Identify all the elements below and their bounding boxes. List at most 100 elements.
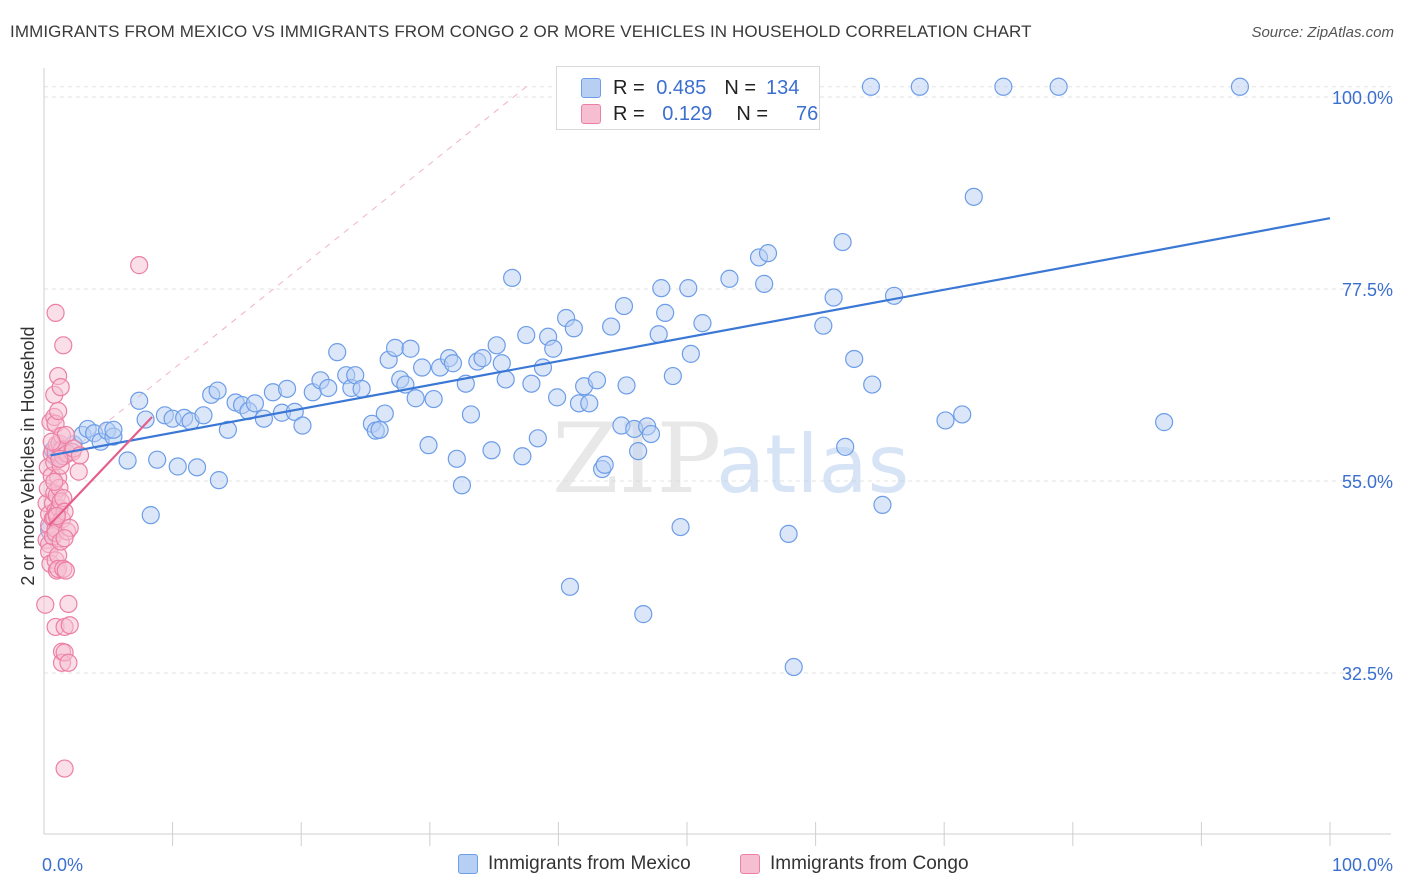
mexico-point: [208, 381, 227, 400]
mexico-point: [548, 388, 567, 407]
mexico-point: [319, 378, 338, 398]
congo-point: [45, 472, 64, 491]
mexico-point: [629, 442, 648, 461]
mexico-point: [482, 441, 501, 460]
correlation-legend: R = 0.485 N = 134 R = 0.129 N = 76: [556, 66, 820, 130]
mexico-point: [385, 338, 405, 357]
mexico-point: [141, 506, 160, 525]
y-tick-label: 100.0%: [1332, 88, 1393, 108]
mexico-point: [758, 244, 778, 263]
legend-swatch-mexico: [581, 78, 601, 98]
mexico-point: [461, 405, 481, 424]
trend-lines: [48, 217, 1331, 527]
mexico-point: [587, 371, 607, 390]
mexico-point: [104, 420, 123, 439]
mexico-point: [720, 269, 739, 288]
mexico-point: [656, 303, 675, 322]
mexico-point: [564, 319, 583, 338]
mexico-point: [473, 349, 492, 368]
mexico-point: [681, 344, 700, 363]
x-tick-label-min: 0.0%: [42, 855, 83, 875]
legend-n-value-congo: 76: [796, 102, 819, 125]
mexico-point: [845, 349, 864, 369]
bottom-legend-label-congo: Immigrants from Congo: [770, 853, 969, 874]
congo-point: [59, 594, 78, 613]
mexico-point: [560, 577, 580, 596]
congo-point: [60, 616, 79, 635]
mexico-point: [779, 524, 798, 544]
mexico-point: [884, 286, 904, 305]
mexico-point: [994, 77, 1013, 96]
grid-lines: [44, 86, 1391, 674]
mexico-point: [352, 379, 371, 398]
mexico-point: [443, 354, 463, 373]
mexico-point: [168, 457, 187, 476]
mexico-point: [130, 391, 149, 410]
y-tick-label: 32.5%: [1342, 664, 1393, 684]
mexico-point: [522, 374, 541, 393]
bottom-legend-congo: Immigrants from Congo: [740, 852, 969, 876]
chart-title: IMMIGRANTS FROM MEXICO VS IMMIGRANTS FRO…: [10, 22, 1032, 41]
mexico-point: [492, 354, 511, 373]
y-tick-label: 55.0%: [1342, 472, 1393, 492]
x-ticks: [172, 822, 1331, 846]
legend-r-value-congo: 0.129: [662, 102, 713, 125]
mexico-point: [833, 232, 852, 252]
mexico-point: [663, 366, 682, 386]
mexico-point: [209, 471, 228, 490]
congo-point: [130, 256, 149, 275]
mexico-point: [218, 420, 237, 439]
bottom-legend-label-mexico: Immigrants from Mexico: [488, 853, 691, 874]
congo-point: [51, 378, 70, 397]
mexico-point: [814, 316, 833, 335]
bottom-legend-swatch-congo: [740, 854, 760, 874]
mexico-point: [401, 339, 420, 358]
mexico-point: [1230, 77, 1250, 96]
x-tick-label-max: 100.0%: [1332, 855, 1393, 875]
legend-n-label: N =: [724, 76, 756, 99]
mexico-point: [487, 336, 506, 355]
legend-n-label: N =: [736, 102, 768, 125]
mexico-point: [328, 343, 347, 362]
mexico-point: [652, 279, 671, 298]
mexico-point: [452, 476, 472, 495]
legend-r-label: R =: [613, 76, 645, 99]
mexico-point: [873, 495, 892, 514]
congo-point: [42, 432, 61, 451]
watermark-atlas: atlas: [716, 418, 909, 511]
mexico-point: [836, 437, 855, 456]
mexico-point: [293, 416, 312, 435]
mexico-point: [641, 424, 661, 444]
legend-r-label: R =: [613, 102, 645, 125]
legend-row-mexico: R = 0.485 N = 134: [581, 75, 799, 101]
mexico-point: [245, 394, 265, 413]
mexico-point: [496, 370, 515, 389]
source-label: Source: ZipAtlas.com: [1251, 24, 1394, 41]
congo-point: [46, 303, 65, 322]
congo-point: [49, 401, 68, 421]
legend-r-value-mexico: 0.485: [656, 76, 707, 99]
y-axis-title: 2 or more Vehicles in Household: [18, 326, 38, 585]
mexico-point: [824, 288, 843, 307]
mexico-point: [1155, 413, 1174, 432]
mexico-point: [910, 77, 929, 96]
mexico-point: [528, 429, 547, 448]
bottom-legend-mexico: Immigrants from Mexico: [458, 852, 691, 876]
mexico-point: [649, 325, 668, 344]
mexico-point: [412, 358, 432, 377]
mexico-point: [953, 405, 972, 424]
congo-point: [59, 653, 78, 672]
congo-point: [54, 336, 73, 355]
y-tick-label: 77.5%: [1342, 280, 1393, 300]
mexico-point: [614, 296, 634, 316]
mexico-point: [533, 358, 553, 377]
mexico-point: [375, 404, 394, 423]
mexico-point: [580, 394, 599, 413]
mexico-point: [419, 436, 438, 455]
mexico-point: [424, 389, 443, 409]
mexico-point: [136, 410, 155, 429]
congo-point: [56, 561, 75, 580]
mexico-point: [148, 450, 167, 469]
mexico-point: [370, 420, 389, 439]
